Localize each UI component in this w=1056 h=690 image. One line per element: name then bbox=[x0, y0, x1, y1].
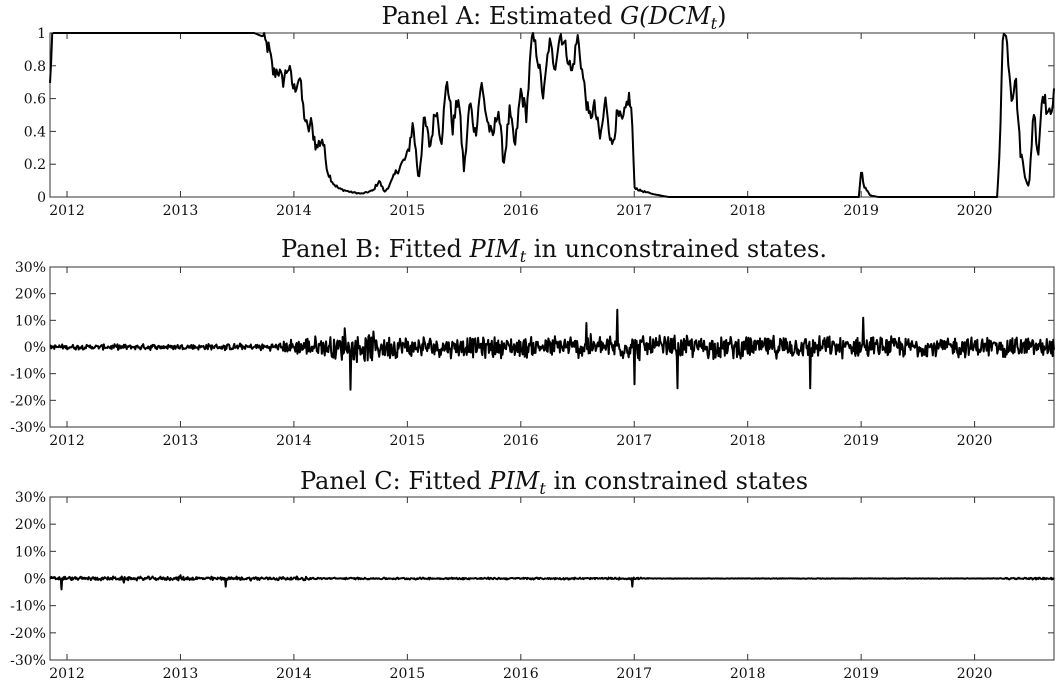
series-line bbox=[49, 32, 1055, 198]
x-tick-label: 2018 bbox=[730, 433, 766, 449]
x-tick-label: 2016 bbox=[503, 203, 539, 219]
y-tick-label: 0 bbox=[37, 190, 46, 206]
x-tick-label: 2014 bbox=[276, 203, 312, 219]
y-tick-label: 0.8 bbox=[24, 59, 46, 75]
plot-frame bbox=[49, 32, 1055, 198]
x-tick-label: 2016 bbox=[503, 666, 539, 682]
panel-a: Panel A: Estimated G(DCMt) 0 0.2 0.4 0.6 0.8 1… bbox=[24, 2, 1055, 219]
panel-title: Panel C: Fitted PIMt in constrained stat… bbox=[300, 467, 808, 498]
x-tick-label: 2019 bbox=[843, 203, 879, 219]
y-tick-label: 20% bbox=[15, 517, 46, 533]
x-tick-label: 2018 bbox=[730, 203, 766, 219]
y-tick-label: -10% bbox=[10, 599, 46, 615]
x-tick-label: 2019 bbox=[843, 666, 879, 682]
y-tick-label: 10% bbox=[15, 544, 46, 560]
x-tick-label: 2013 bbox=[163, 666, 199, 682]
x-tick-label: 2015 bbox=[390, 433, 426, 449]
x-tick-label: 2015 bbox=[390, 666, 426, 682]
x-tick-label: 2012 bbox=[49, 666, 85, 682]
series-line bbox=[49, 574, 1055, 591]
y-tick-label: -10% bbox=[10, 367, 46, 383]
x-tick-label: 2019 bbox=[843, 433, 879, 449]
x-tick-label: 2017 bbox=[616, 433, 652, 449]
y-tick-label: 0% bbox=[24, 340, 46, 356]
panel-title: Panel A: Estimated G(DCMt) bbox=[382, 2, 727, 33]
x-tick-label: 2017 bbox=[616, 203, 652, 219]
panel-c: Panel C: Fitted PIMt in constrained stat… bbox=[10, 467, 1055, 682]
x-tick-label: 2012 bbox=[49, 203, 85, 219]
panel-b: Panel B: Fitted PIMt in unconstrained st… bbox=[10, 235, 1055, 449]
x-tick-label: 2014 bbox=[276, 433, 312, 449]
panel-title: Panel B: Fitted PIMt in unconstrained st… bbox=[281, 235, 827, 266]
x-tick-label: 2017 bbox=[616, 666, 652, 682]
x-tick-label: 2013 bbox=[163, 433, 199, 449]
y-tick-label: -20% bbox=[10, 626, 46, 642]
y-tick-label: 0.6 bbox=[24, 92, 46, 108]
y-tick-label: 10% bbox=[15, 313, 46, 329]
x-tick-label: 2020 bbox=[957, 666, 993, 682]
y-tick-label: 0.2 bbox=[24, 157, 46, 173]
y-tick-label: -30% bbox=[10, 420, 46, 436]
y-tick-label: 30% bbox=[15, 260, 46, 276]
y-tick-label: 20% bbox=[15, 287, 46, 303]
series-line bbox=[49, 308, 1055, 391]
x-tick-label: 2018 bbox=[730, 666, 766, 682]
y-tick-label: 0% bbox=[24, 572, 46, 588]
y-tick-label: 1 bbox=[37, 26, 46, 42]
x-tick-label: 2014 bbox=[276, 666, 312, 682]
y-tick-label: -20% bbox=[10, 393, 46, 409]
x-tick-label: 2015 bbox=[390, 203, 426, 219]
x-tick-label: 2012 bbox=[49, 433, 85, 449]
y-tick-label: 0.4 bbox=[24, 124, 46, 140]
y-tick-label: 30% bbox=[15, 490, 46, 506]
x-tick-label: 2016 bbox=[503, 433, 539, 449]
x-tick-label: 2013 bbox=[163, 203, 199, 219]
y-tick-label: -30% bbox=[10, 653, 46, 669]
x-tick-label: 2020 bbox=[957, 433, 993, 449]
x-tick-label: 2020 bbox=[957, 203, 993, 219]
